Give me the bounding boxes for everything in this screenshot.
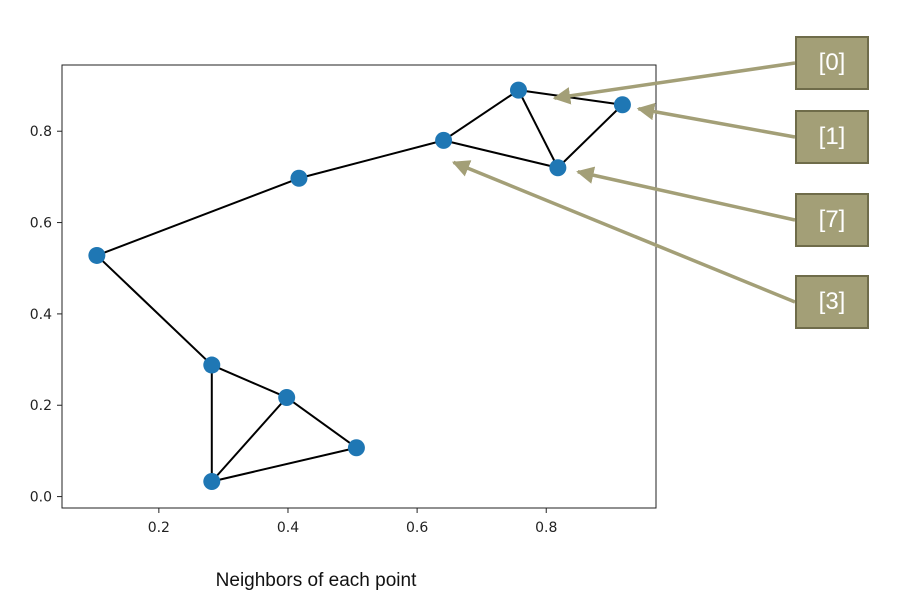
data-point: [203, 473, 221, 491]
data-point: [290, 169, 308, 187]
callout-box: [1]: [795, 110, 869, 164]
y-tick-label: 0.0: [30, 490, 52, 506]
neighbor-edge: [443, 89, 520, 142]
chart: 0.2 0.4 0.6 0.8 0.0 0.2 0.4 0.6 0.8: [30, 61, 796, 536]
neighbor-edge: [443, 139, 559, 169]
neighbor-edge: [298, 139, 444, 180]
x-axis: 0.2 0.4 0.6 0.8: [148, 508, 557, 536]
data-point: [435, 131, 453, 149]
y-tick-label: 0.8: [30, 124, 52, 140]
neighbor-edge: [286, 396, 358, 449]
data-point: [613, 96, 631, 114]
data-point: [549, 159, 567, 177]
figure-caption: Neighbors of each point: [215, 570, 417, 591]
y-tick-label: 0.2: [30, 398, 52, 414]
data-point: [203, 356, 221, 374]
callout-arrow: [576, 166, 796, 222]
neighbor-edge: [557, 104, 624, 169]
data-point: [509, 81, 527, 99]
neighbor-edge: [211, 396, 288, 483]
x-tick-label: 0.2: [148, 520, 170, 536]
y-axis: 0.0 0.2 0.4 0.6 0.8: [30, 124, 62, 506]
data-point: [347, 439, 365, 457]
x-tick-label: 0.6: [406, 520, 428, 536]
neighbor-edge: [96, 254, 213, 366]
x-tick-label: 0.4: [277, 520, 299, 536]
neighbor-edge: [96, 177, 300, 257]
callout-box: [0]: [795, 36, 869, 90]
callout-box: [7]: [795, 193, 869, 247]
y-tick-label: 0.4: [30, 307, 52, 323]
data-point: [88, 246, 106, 264]
callout-arrow: [636, 102, 796, 139]
callout-box: [3]: [795, 275, 869, 329]
callout-arrow: [552, 61, 796, 105]
callout-arrows: [451, 61, 796, 304]
data-point: [278, 388, 296, 406]
neighbor-edge: [211, 364, 288, 399]
x-tick-label: 0.8: [535, 520, 557, 536]
neighbor-edge: [211, 446, 357, 483]
data-points: [88, 81, 631, 491]
neighbor-edge: [517, 89, 559, 169]
plot-area: [61, 64, 657, 509]
y-tick-label: 0.6: [30, 216, 52, 232]
callout-arrow: [451, 160, 796, 304]
